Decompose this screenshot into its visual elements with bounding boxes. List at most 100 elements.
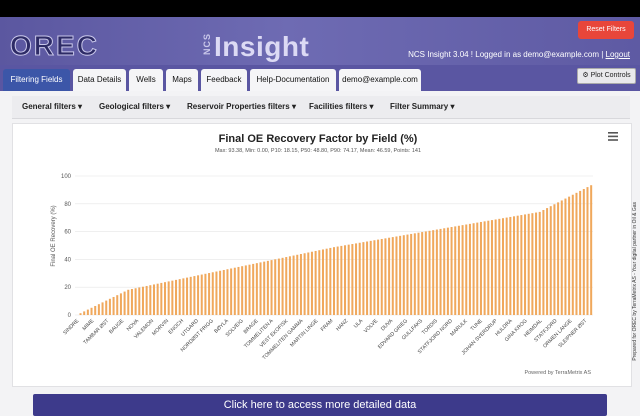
chart-bar[interactable] bbox=[513, 216, 516, 315]
chart-bar[interactable] bbox=[520, 215, 523, 315]
chart-bar[interactable] bbox=[90, 307, 93, 315]
chart-bar[interactable] bbox=[395, 236, 398, 315]
chart-bar[interactable] bbox=[377, 239, 380, 315]
chart-bar[interactable] bbox=[252, 263, 255, 315]
chart-bar[interactable] bbox=[483, 221, 486, 315]
chart-bar[interactable] bbox=[571, 194, 574, 315]
chart-bar[interactable] bbox=[197, 275, 200, 315]
chart-bar[interactable] bbox=[281, 257, 284, 315]
chart-bar[interactable] bbox=[101, 302, 104, 315]
chart-bar[interactable] bbox=[193, 276, 196, 315]
chart-bar[interactable] bbox=[546, 208, 549, 315]
plot-controls-button[interactable]: ⚙ Plot Controls bbox=[577, 68, 636, 84]
chart-bar[interactable] bbox=[160, 282, 163, 315]
chart-bar[interactable] bbox=[226, 269, 229, 315]
chart-bar[interactable] bbox=[549, 206, 552, 315]
chart-bar[interactable] bbox=[296, 254, 299, 315]
chart-bar[interactable] bbox=[457, 225, 460, 315]
chart-bar[interactable] bbox=[145, 285, 148, 315]
chart-bar[interactable] bbox=[259, 262, 262, 315]
chart-bar[interactable] bbox=[358, 242, 361, 315]
chart-bar[interactable] bbox=[557, 202, 560, 315]
chart-bar[interactable] bbox=[79, 313, 82, 315]
chart-bar[interactable] bbox=[105, 300, 108, 315]
chart-bar[interactable] bbox=[263, 261, 266, 315]
tab-data-details[interactable]: Data Details bbox=[73, 69, 126, 91]
chart-bar[interactable] bbox=[560, 200, 563, 315]
chart-bar[interactable] bbox=[318, 250, 321, 315]
chart-bar[interactable] bbox=[465, 224, 468, 315]
chart-bar[interactable] bbox=[332, 247, 336, 315]
chart-bar[interactable] bbox=[83, 311, 86, 315]
chart-bar[interactable] bbox=[138, 287, 141, 315]
chart-credits[interactable]: Powered by TerraMetrix AS bbox=[524, 370, 591, 376]
chart-bar[interactable] bbox=[501, 218, 505, 315]
chart-bar[interactable] bbox=[233, 267, 236, 315]
chart-bar[interactable] bbox=[586, 187, 589, 315]
chart-bar[interactable] bbox=[86, 309, 89, 315]
chart-bar[interactable] bbox=[524, 214, 527, 315]
chart-bar[interactable] bbox=[490, 220, 493, 315]
chart-bar[interactable] bbox=[241, 266, 244, 315]
chart-bar[interactable] bbox=[186, 277, 189, 315]
chart-bar[interactable] bbox=[369, 240, 372, 315]
chart-bar[interactable] bbox=[582, 189, 585, 315]
chart-bar[interactable] bbox=[446, 227, 449, 315]
chart-bar[interactable] bbox=[461, 225, 464, 315]
chart-bar[interactable] bbox=[590, 185, 593, 315]
chart-bar[interactable] bbox=[307, 252, 310, 315]
tab-feedback[interactable]: Feedback bbox=[201, 69, 247, 91]
chart-bar[interactable] bbox=[428, 230, 431, 315]
chart-bar[interactable] bbox=[424, 231, 427, 315]
reservoir-properties-filters-dropdown[interactable]: Reservoir Properties filters ▾ bbox=[187, 102, 296, 111]
chart-bar[interactable] bbox=[432, 230, 435, 315]
chart-bar[interactable] bbox=[362, 242, 365, 315]
chart-bar[interactable] bbox=[476, 222, 479, 315]
chart-bar[interactable] bbox=[391, 237, 394, 315]
chart-bar[interactable] bbox=[219, 270, 222, 315]
logout-link[interactable]: Logout bbox=[605, 50, 630, 59]
chart-bar[interactable] bbox=[175, 279, 178, 315]
chart-bar[interactable] bbox=[366, 241, 369, 315]
geological-filters-dropdown[interactable]: Geological filters ▾ bbox=[99, 102, 171, 111]
chart-bar[interactable] bbox=[156, 283, 159, 315]
chart-bar[interactable] bbox=[553, 204, 556, 315]
chart-bar[interactable] bbox=[152, 284, 155, 315]
chart-bar[interactable] bbox=[141, 286, 144, 315]
chart-bar[interactable] bbox=[509, 216, 512, 315]
filter-summary-dropdown[interactable]: Filter Summary ▾ bbox=[390, 102, 455, 111]
chart-bar[interactable] bbox=[248, 264, 251, 315]
chart-bar[interactable] bbox=[200, 274, 203, 315]
chart-bar[interactable] bbox=[149, 285, 152, 315]
chart-bar[interactable] bbox=[292, 255, 295, 315]
chart-bar[interactable] bbox=[171, 280, 174, 315]
chart-bar[interactable] bbox=[325, 248, 328, 315]
chart-bar[interactable] bbox=[380, 238, 383, 315]
detailed-data-button[interactable]: Click here to access more detailed data bbox=[33, 394, 607, 416]
chart-bar[interactable] bbox=[116, 295, 119, 315]
chart-bar[interactable] bbox=[487, 220, 490, 315]
chart-bar[interactable] bbox=[244, 265, 247, 315]
chart-bar[interactable] bbox=[237, 266, 240, 315]
chart-bar[interactable] bbox=[274, 259, 277, 315]
chart-bar[interactable] bbox=[182, 278, 185, 315]
chart-bar[interactable] bbox=[230, 268, 233, 315]
chart-bar[interactable] bbox=[355, 243, 358, 315]
chart-bar[interactable] bbox=[568, 196, 571, 315]
chart-bar[interactable] bbox=[119, 293, 122, 315]
chart-bar[interactable] bbox=[384, 238, 387, 315]
chart-bar[interactable] bbox=[134, 288, 137, 315]
chart-bar[interactable] bbox=[344, 245, 347, 315]
chart-bar[interactable] bbox=[314, 250, 317, 315]
chart-bar[interactable] bbox=[373, 240, 376, 315]
chart-bar[interactable] bbox=[112, 296, 115, 315]
chart-bar[interactable] bbox=[336, 246, 339, 315]
chart-bar[interactable] bbox=[468, 223, 471, 315]
chart-bar[interactable] bbox=[479, 221, 482, 315]
facilities-filters-dropdown[interactable]: Facilities filters ▾ bbox=[309, 102, 374, 111]
tab-maps[interactable]: Maps bbox=[166, 69, 198, 91]
chart-bar[interactable] bbox=[527, 213, 530, 315]
chart-bar[interactable] bbox=[498, 218, 501, 315]
chart-bar[interactable] bbox=[472, 223, 475, 315]
tab-user-account[interactable]: demo@example.com bbox=[339, 69, 421, 91]
